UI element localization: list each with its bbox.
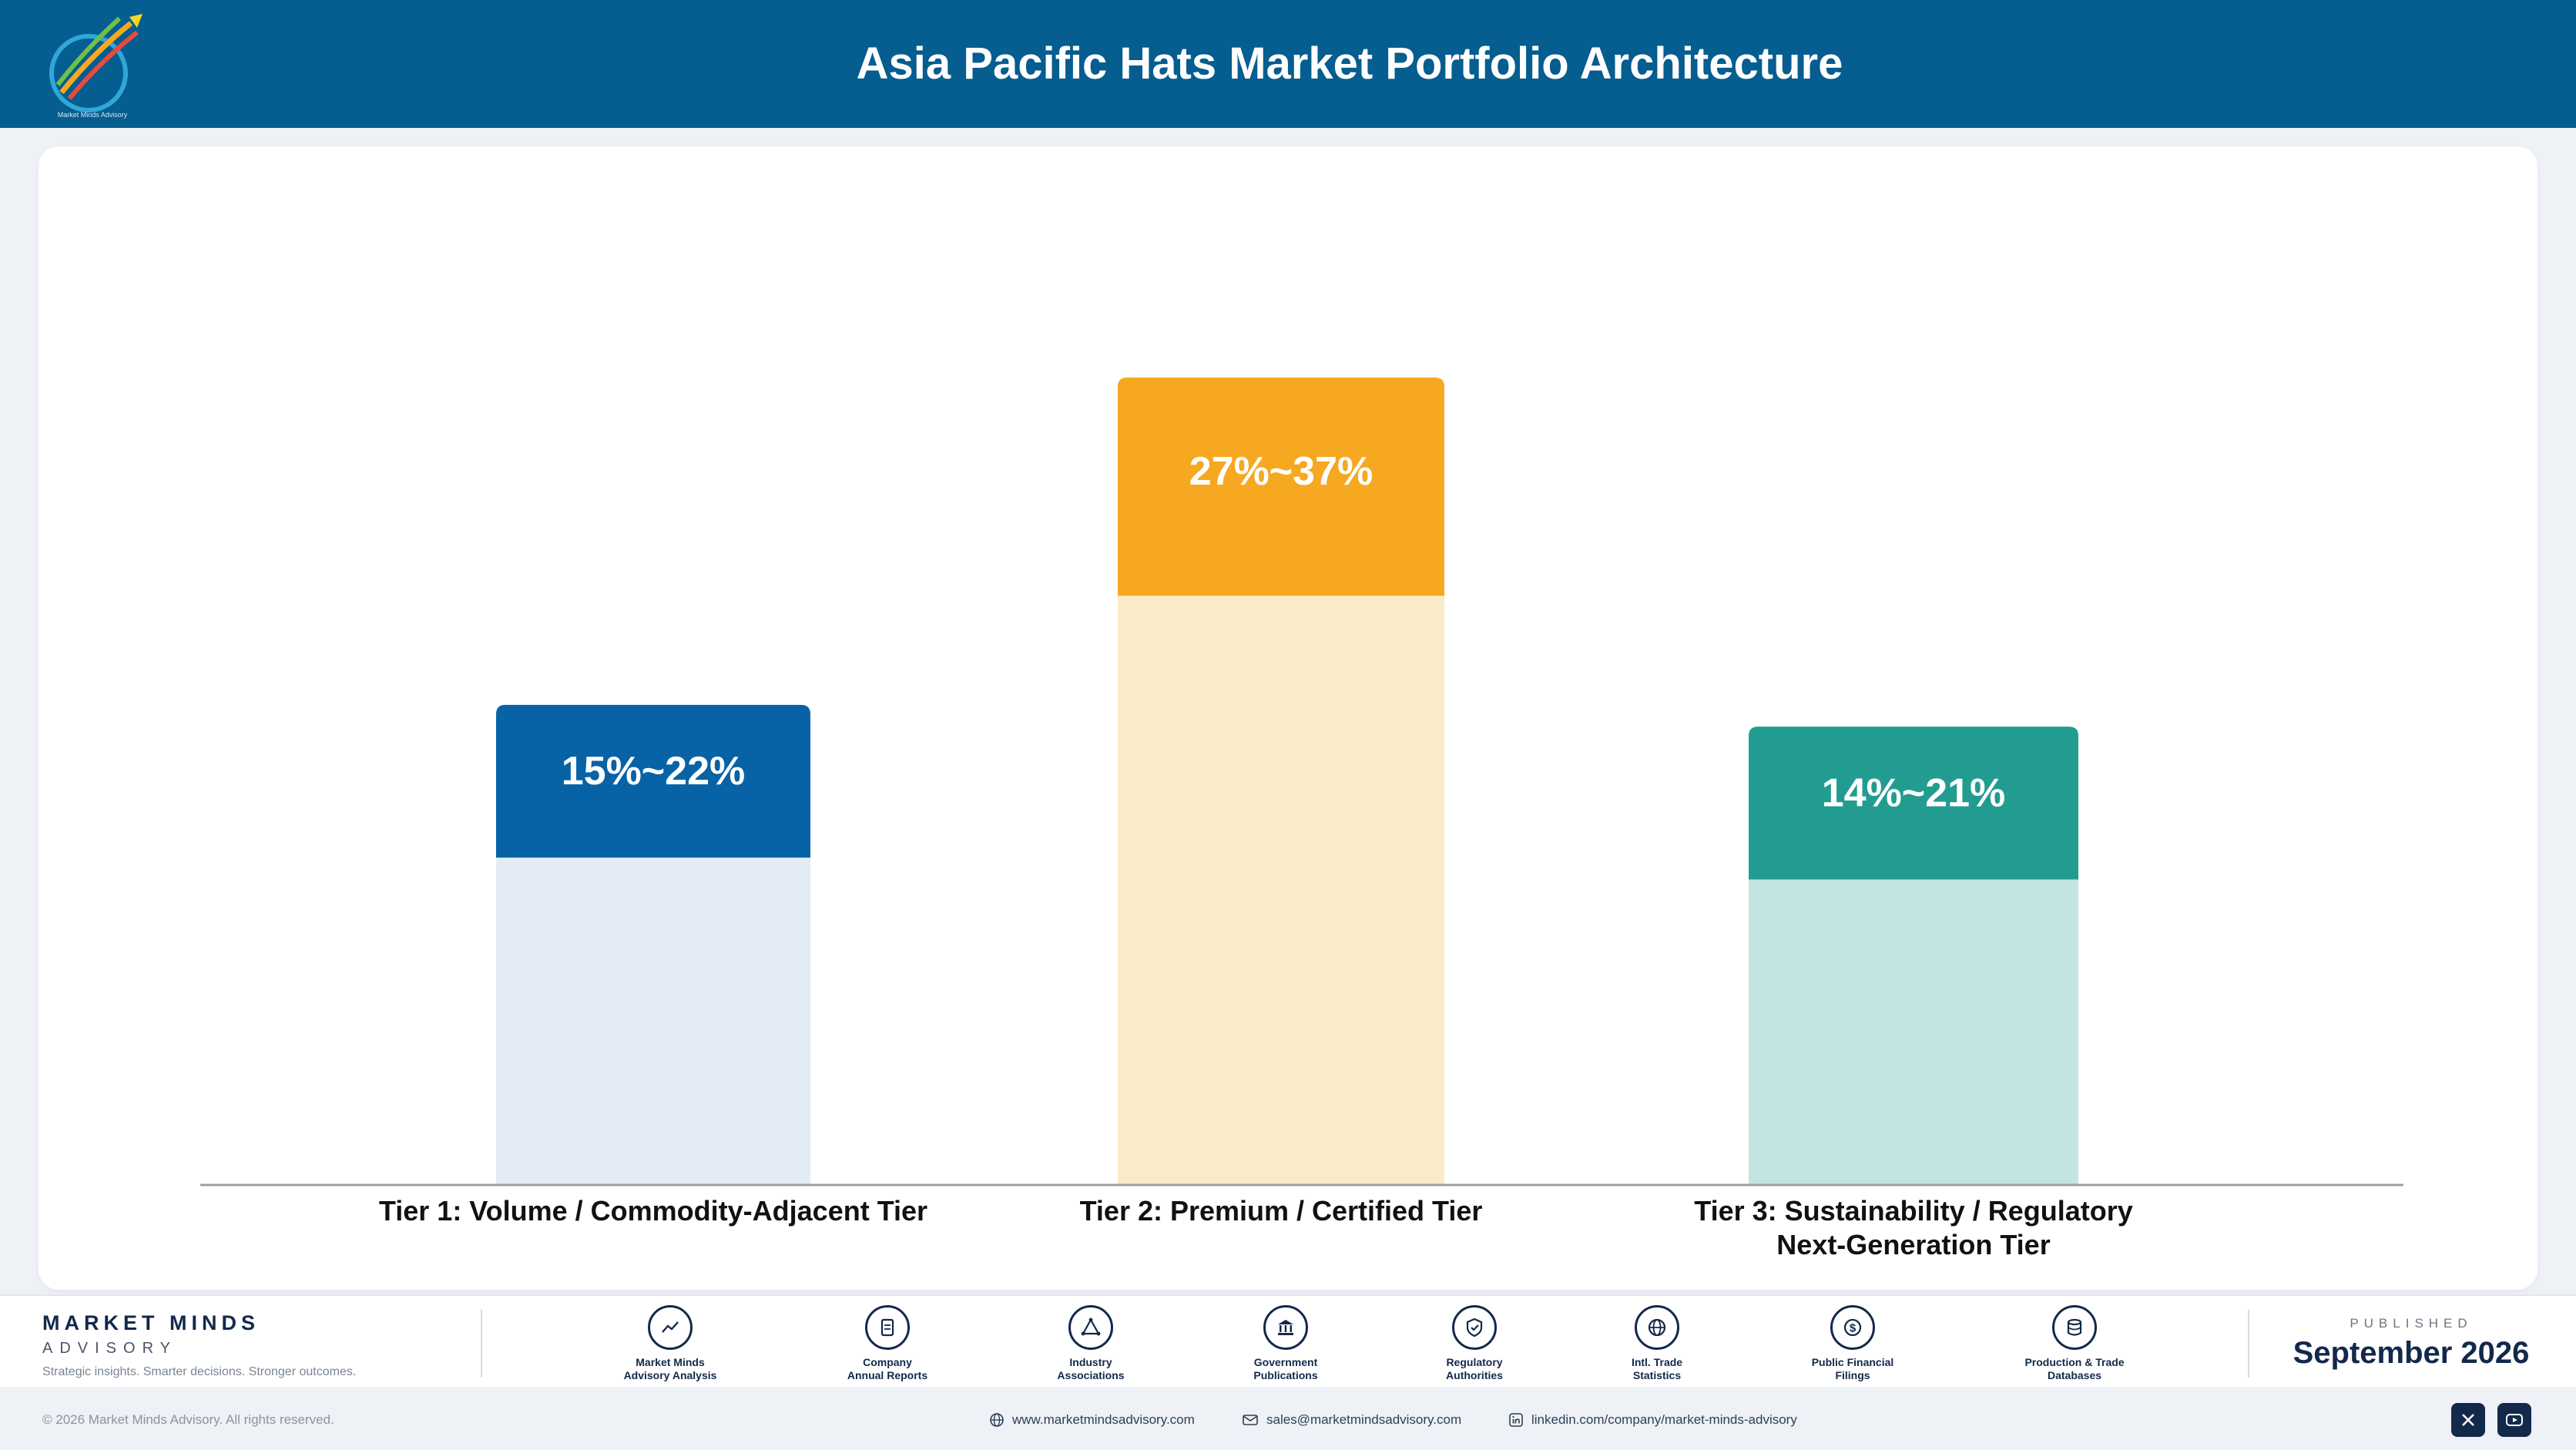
- bottom-bar: © 2026 Market Minds Advisory. All rights…: [0, 1391, 2576, 1450]
- source-label-line: Production & Trade: [2024, 1356, 2125, 1368]
- bar-range: [1749, 727, 2078, 880]
- source-item: Regulatory Authorities: [1405, 1305, 1544, 1382]
- source-label-line: Databases: [2047, 1369, 2102, 1381]
- bar-chart: 15%~22% Tier 1: Volume / Commodity-Adjace…: [200, 377, 2403, 1260]
- source-label: Intl. Trade Statistics: [1588, 1356, 1726, 1382]
- bar-range: [1118, 377, 1444, 596]
- bar-base: [1749, 879, 2078, 1185]
- source-label: Production & Trade Databases: [2005, 1356, 2144, 1382]
- header-bar: Market Minds Advisory Asia Pacific Hats …: [0, 0, 2576, 128]
- bar-range: [496, 704, 810, 858]
- source-item: Company Annual Reports: [818, 1305, 957, 1382]
- market-minds-logo[interactable]: Market Minds Advisory: [39, 8, 154, 123]
- source-label-line: Filings: [1835, 1369, 1870, 1381]
- email-text: sales@marketmindsadvisory.com: [1266, 1412, 1462, 1427]
- dollar-coin-icon: $: [1830, 1305, 1875, 1350]
- brand-block: MARKET MINDS ADVISORY Strategic insights…: [42, 1311, 356, 1379]
- bar-base: [496, 858, 810, 1185]
- source-label: Company Annual Reports: [818, 1356, 957, 1382]
- source-item: Industry Associations: [1021, 1305, 1160, 1382]
- chart-card: 15%~22% Tier 1: Volume / Commodity-Adjace…: [39, 146, 2537, 1290]
- government-building-icon: [1263, 1305, 1308, 1350]
- svg-text:$: $: [1850, 1322, 1857, 1335]
- youtube-icon: [2506, 1414, 2523, 1426]
- bar-value-label: 27%~37%: [1189, 449, 1374, 494]
- source-label-line: Company: [863, 1356, 912, 1368]
- source-item: Market Minds Advisory Analysis: [601, 1305, 740, 1382]
- linkedin-icon: [1509, 1413, 1523, 1427]
- source-label-line: Regulatory: [1446, 1356, 1503, 1368]
- source-label-line: Government: [1253, 1356, 1318, 1368]
- source-item: Production & Trade Databases: [2005, 1305, 2144, 1382]
- source-label-line: Market Minds: [636, 1356, 705, 1368]
- trend-chart-icon: [648, 1305, 693, 1350]
- website-text: www.marketmindsadvisory.com: [1012, 1412, 1195, 1427]
- category-label: Tier 2: Premium / Certified Tier: [1080, 1195, 1483, 1227]
- page-title: Asia Pacific Hats Market Portfolio Archi…: [856, 39, 1843, 89]
- x-icon: [2462, 1414, 2474, 1426]
- source-label-line: Intl. Trade: [1631, 1356, 1683, 1368]
- copyright: © 2026 Market Minds Advisory. All rights…: [42, 1412, 334, 1427]
- source-label: Government Publications: [1216, 1356, 1355, 1382]
- source-label: Public Financial Filings: [1783, 1356, 1922, 1382]
- brand-tagline: Strategic insights. Smarter decisions. S…: [42, 1365, 357, 1378]
- website-link[interactable]: www.marketmindsadvisory.com: [989, 1412, 1195, 1428]
- source-label-line: Authorities: [1446, 1369, 1503, 1381]
- globe-icon: [1635, 1305, 1679, 1350]
- email-link[interactable]: sales@marketmindsadvisory.com: [1242, 1412, 1461, 1428]
- source-label-line: Statistics: [1632, 1369, 1682, 1381]
- brand-sub: ADVISORY: [42, 1340, 177, 1357]
- source-item: Intl. Trade Statistics: [1588, 1305, 1726, 1382]
- published-block: PUBLISHED September 2026: [2249, 1316, 2573, 1371]
- source-label-line: Annual Reports: [847, 1369, 928, 1381]
- footer-divider: [2248, 1310, 2249, 1378]
- document-icon: [865, 1305, 910, 1350]
- published-label: PUBLISHED: [2350, 1316, 2473, 1331]
- source-label-line: Advisory Analysis: [623, 1369, 717, 1381]
- x-button[interactable]: [2451, 1403, 2485, 1437]
- bar-value-label: 15%~22%: [562, 749, 746, 794]
- category-label: Next-Generation Tier: [1776, 1229, 2050, 1260]
- source-label-line: Public Financial: [1811, 1356, 1894, 1368]
- shield-check-icon: [1452, 1305, 1497, 1350]
- globe-icon: [990, 1413, 1004, 1427]
- network-icon: [1068, 1305, 1113, 1350]
- linkedin-link[interactable]: linkedin.com/company/market-minds-adviso…: [1508, 1412, 1797, 1428]
- footer-divider: [481, 1310, 482, 1378]
- youtube-button[interactable]: [2497, 1403, 2531, 1437]
- source-label: Market Minds Advisory Analysis: [601, 1356, 740, 1382]
- source-label: Regulatory Authorities: [1405, 1356, 1544, 1382]
- database-icon: [2052, 1305, 2097, 1350]
- mail-icon: [1243, 1415, 1258, 1425]
- source-label: Industry Associations: [1021, 1356, 1160, 1382]
- linkedin-text: linkedin.com/company/market-minds-adviso…: [1531, 1412, 1797, 1427]
- source-item: $ Public Financial Filings: [1783, 1305, 1922, 1382]
- category-label: Tier 3: Sustainability / Regulatory: [1694, 1195, 2132, 1227]
- source-label-line: Publications: [1253, 1369, 1318, 1381]
- published-date: September 2026: [2293, 1336, 2530, 1370]
- bar-value-label: 14%~21%: [1822, 770, 2006, 815]
- source-label-line: Associations: [1057, 1369, 1125, 1381]
- svg-text:Market Minds Advisory: Market Minds Advisory: [58, 111, 128, 119]
- source-item: Government Publications: [1216, 1305, 1355, 1382]
- brand-name: MARKET MINDS: [42, 1311, 260, 1334]
- footer: MARKET MINDS ADVISORY Strategic insights…: [0, 1294, 2576, 1387]
- bar-base: [1118, 596, 1444, 1185]
- source-label-line: Industry: [1069, 1356, 1112, 1368]
- category-label: Tier 1: Volume / Commodity-Adjacent Tier: [379, 1195, 927, 1227]
